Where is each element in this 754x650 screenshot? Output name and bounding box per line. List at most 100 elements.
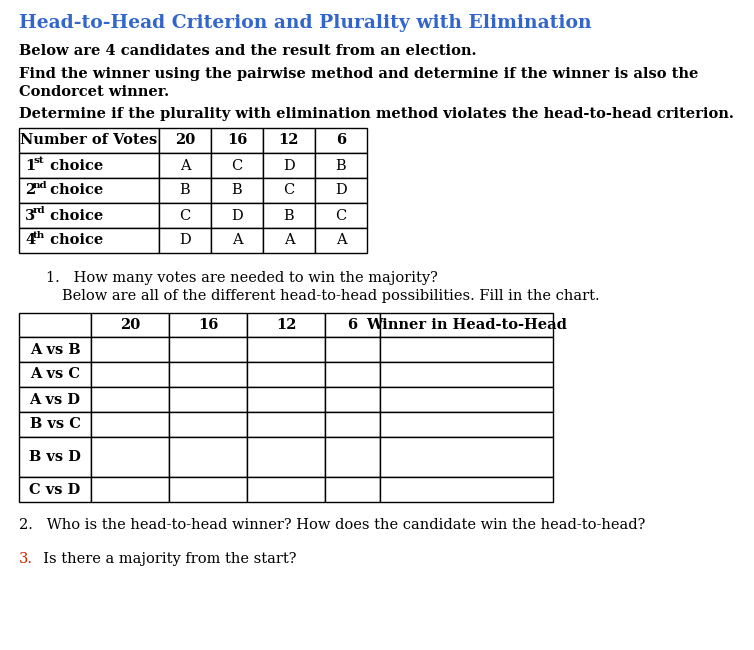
Text: Head-to-Head Criterion and Plurality with Elimination: Head-to-Head Criterion and Plurality wit… bbox=[19, 14, 592, 32]
Text: Determine if the plurality with elimination method violates the head-to-head cri: Determine if the plurality with eliminat… bbox=[19, 107, 734, 121]
Text: 20: 20 bbox=[175, 133, 195, 148]
Text: th: th bbox=[33, 231, 45, 240]
Bar bbox=[19, 337, 91, 362]
Bar bbox=[19, 437, 91, 477]
Text: 3: 3 bbox=[25, 209, 35, 222]
Bar bbox=[211, 228, 263, 253]
Bar bbox=[247, 477, 325, 502]
Text: D: D bbox=[335, 183, 347, 198]
Bar bbox=[247, 387, 325, 412]
Bar bbox=[169, 437, 247, 477]
Bar bbox=[325, 337, 380, 362]
Text: choice: choice bbox=[45, 183, 103, 198]
Text: C: C bbox=[231, 159, 243, 172]
Bar bbox=[159, 228, 211, 253]
Text: A: A bbox=[179, 159, 190, 172]
Bar bbox=[19, 477, 91, 502]
Bar bbox=[380, 337, 553, 362]
Bar bbox=[159, 128, 211, 153]
Text: 2.   Who is the head-to-head winner? How does the candidate win the head-to-head: 2. Who is the head-to-head winner? How d… bbox=[19, 518, 645, 532]
Bar bbox=[19, 313, 91, 337]
Text: D: D bbox=[283, 159, 295, 172]
Text: 6: 6 bbox=[336, 133, 346, 148]
Bar bbox=[19, 412, 91, 437]
Text: C vs D: C vs D bbox=[29, 482, 81, 497]
Bar bbox=[169, 412, 247, 437]
Bar bbox=[91, 313, 169, 337]
Text: B: B bbox=[179, 183, 190, 198]
Text: A vs D: A vs D bbox=[29, 393, 81, 406]
Bar bbox=[315, 178, 367, 203]
Text: choice: choice bbox=[45, 209, 103, 222]
Bar bbox=[91, 387, 169, 412]
Text: 6: 6 bbox=[348, 318, 357, 332]
Text: A vs B: A vs B bbox=[29, 343, 81, 356]
Bar bbox=[325, 387, 380, 412]
Bar bbox=[91, 437, 169, 477]
Text: Winner in Head-to-Head: Winner in Head-to-Head bbox=[366, 318, 567, 332]
Text: C: C bbox=[284, 183, 295, 198]
Text: 16: 16 bbox=[227, 133, 247, 148]
Text: A: A bbox=[231, 233, 242, 248]
Text: D: D bbox=[179, 233, 191, 248]
Bar bbox=[247, 437, 325, 477]
Text: choice: choice bbox=[45, 233, 103, 248]
Text: 1.   How many votes are needed to win the majority?: 1. How many votes are needed to win the … bbox=[46, 271, 438, 285]
Text: B: B bbox=[284, 209, 294, 222]
Bar bbox=[91, 477, 169, 502]
Bar bbox=[325, 412, 380, 437]
Bar bbox=[380, 313, 553, 337]
Text: Below are 4 candidates and the result from an election.: Below are 4 candidates and the result fr… bbox=[19, 44, 477, 58]
Bar bbox=[325, 362, 380, 387]
Text: 3.: 3. bbox=[19, 552, 33, 566]
Text: choice: choice bbox=[45, 159, 103, 172]
Bar bbox=[211, 153, 263, 178]
Bar bbox=[263, 228, 315, 253]
Bar bbox=[325, 313, 380, 337]
Bar bbox=[247, 412, 325, 437]
Text: 1: 1 bbox=[25, 159, 35, 172]
Bar bbox=[19, 153, 159, 178]
Bar bbox=[325, 477, 380, 502]
Bar bbox=[19, 228, 159, 253]
Bar bbox=[247, 362, 325, 387]
Bar bbox=[315, 228, 367, 253]
Text: B: B bbox=[231, 183, 242, 198]
Bar bbox=[91, 362, 169, 387]
Bar bbox=[169, 477, 247, 502]
Text: B vs D: B vs D bbox=[29, 450, 81, 464]
Text: Condorcet winner.: Condorcet winner. bbox=[19, 85, 169, 99]
Bar bbox=[247, 313, 325, 337]
Text: Below are all of the different head-to-head possibilities. Fill in the chart.: Below are all of the different head-to-h… bbox=[62, 289, 599, 303]
Bar bbox=[380, 412, 553, 437]
Text: Number of Votes: Number of Votes bbox=[20, 133, 158, 148]
Text: 16: 16 bbox=[198, 318, 218, 332]
Bar bbox=[91, 337, 169, 362]
Bar bbox=[247, 337, 325, 362]
Text: 12: 12 bbox=[276, 318, 296, 332]
Bar bbox=[159, 153, 211, 178]
Bar bbox=[380, 362, 553, 387]
Bar bbox=[263, 153, 315, 178]
Bar bbox=[19, 178, 159, 203]
Text: 4: 4 bbox=[25, 233, 35, 248]
Bar bbox=[211, 178, 263, 203]
Text: B vs C: B vs C bbox=[29, 417, 81, 432]
Bar bbox=[315, 128, 367, 153]
Bar bbox=[263, 128, 315, 153]
Bar bbox=[169, 362, 247, 387]
Bar bbox=[263, 203, 315, 228]
Bar bbox=[211, 203, 263, 228]
Bar bbox=[159, 178, 211, 203]
Bar bbox=[315, 203, 367, 228]
Text: Find the winner using the pairwise method and determine if the winner is also th: Find the winner using the pairwise metho… bbox=[19, 67, 698, 81]
Bar bbox=[19, 387, 91, 412]
Text: rd: rd bbox=[33, 206, 46, 215]
Bar bbox=[380, 477, 553, 502]
Bar bbox=[380, 437, 553, 477]
Bar bbox=[159, 203, 211, 228]
Text: C: C bbox=[179, 209, 191, 222]
Bar bbox=[19, 203, 159, 228]
Bar bbox=[19, 362, 91, 387]
Text: B: B bbox=[336, 159, 346, 172]
